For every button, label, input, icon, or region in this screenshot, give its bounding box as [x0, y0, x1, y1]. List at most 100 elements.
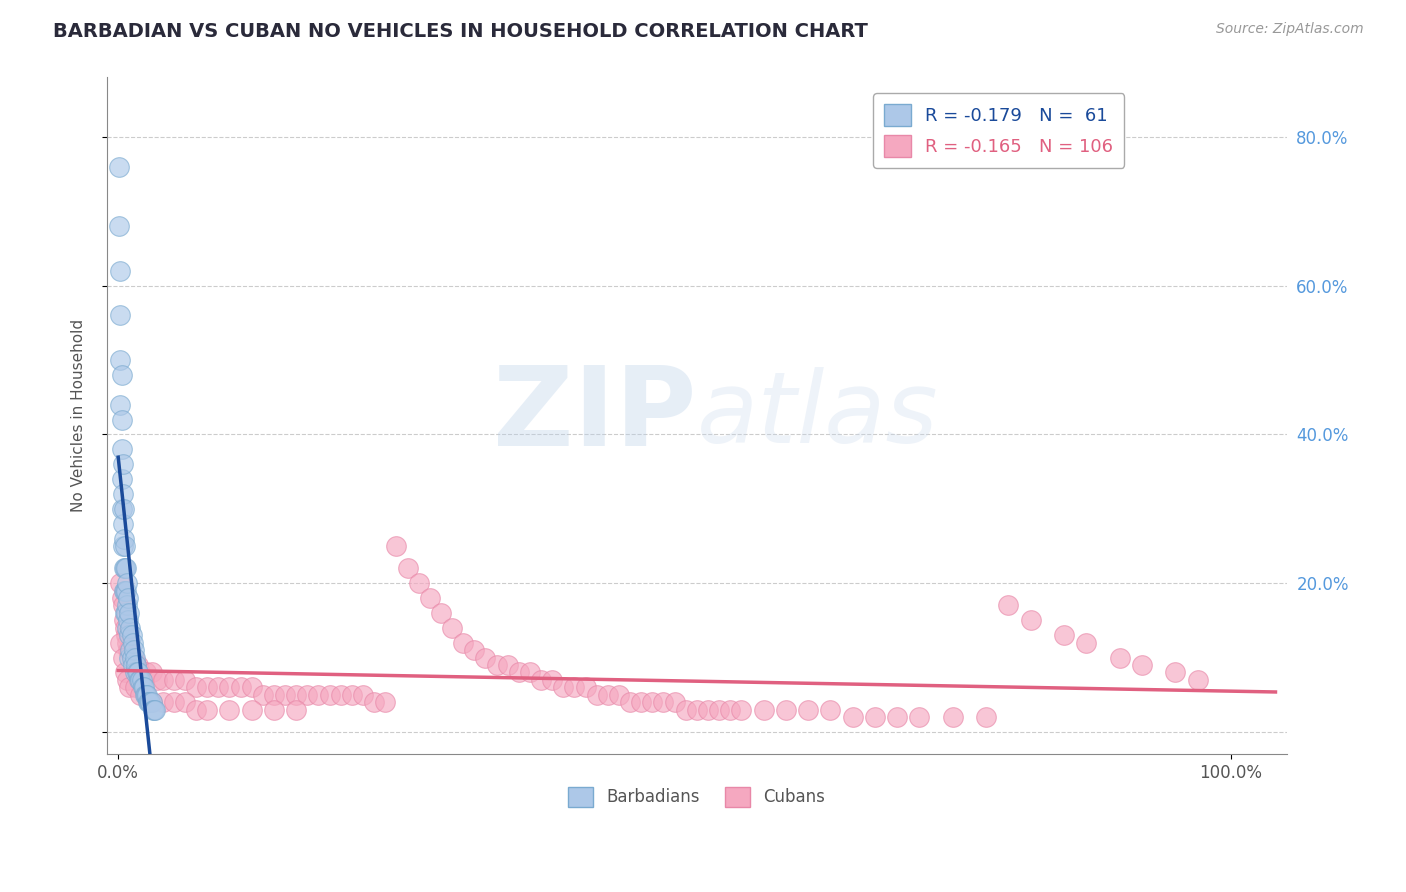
- Point: [730, 703, 752, 717]
- Point: [121, 635, 143, 649]
- Point: [485, 657, 508, 672]
- Point: [134, 688, 156, 702]
- Point: [125, 657, 148, 672]
- Point: [1053, 628, 1076, 642]
- Point: [136, 695, 159, 709]
- Point: [122, 650, 145, 665]
- Point: [240, 703, 263, 717]
- Point: [110, 412, 132, 426]
- Point: [142, 703, 165, 717]
- Point: [111, 539, 134, 553]
- Point: [135, 688, 157, 702]
- Point: [114, 606, 136, 620]
- Point: [110, 442, 132, 457]
- Point: [111, 650, 134, 665]
- Point: [664, 695, 686, 709]
- Point: [111, 487, 134, 501]
- Point: [115, 673, 138, 687]
- Point: [841, 710, 863, 724]
- Point: [110, 264, 132, 278]
- Point: [108, 219, 131, 234]
- Point: [135, 688, 157, 702]
- Point: [630, 695, 652, 709]
- Text: atlas: atlas: [697, 368, 938, 465]
- Point: [110, 591, 132, 605]
- Point: [718, 703, 741, 717]
- Point: [141, 695, 163, 709]
- Point: [340, 688, 363, 702]
- Point: [585, 688, 607, 702]
- Point: [112, 613, 135, 627]
- Point: [131, 673, 153, 687]
- Point: [124, 680, 146, 694]
- Point: [574, 680, 596, 694]
- Point: [619, 695, 641, 709]
- Point: [564, 680, 586, 694]
- Point: [135, 665, 157, 680]
- Point: [114, 621, 136, 635]
- Point: [115, 635, 138, 649]
- Point: [127, 665, 149, 680]
- Point: [195, 703, 218, 717]
- Point: [596, 688, 619, 702]
- Point: [132, 680, 155, 694]
- Point: [308, 688, 330, 702]
- Point: [329, 688, 352, 702]
- Point: [138, 695, 160, 709]
- Point: [775, 703, 797, 717]
- Text: ZIP: ZIP: [494, 362, 697, 469]
- Point: [396, 561, 419, 575]
- Point: [115, 621, 138, 635]
- Point: [152, 695, 174, 709]
- Point: [110, 635, 132, 649]
- Point: [146, 673, 169, 687]
- Legend: Barbadians, Cubans: Barbadians, Cubans: [561, 780, 832, 814]
- Point: [124, 650, 146, 665]
- Point: [607, 688, 630, 702]
- Point: [863, 710, 886, 724]
- Point: [117, 591, 139, 605]
- Point: [408, 576, 430, 591]
- Point: [352, 688, 374, 702]
- Y-axis label: No Vehicles in Household: No Vehicles in Household: [72, 319, 86, 512]
- Point: [519, 665, 541, 680]
- Point: [112, 532, 135, 546]
- Point: [110, 576, 132, 591]
- Point: [111, 599, 134, 613]
- Point: [142, 703, 165, 717]
- Point: [115, 628, 138, 642]
- Point: [111, 516, 134, 531]
- Point: [110, 368, 132, 382]
- Point: [797, 703, 820, 717]
- Point: [184, 703, 207, 717]
- Point: [218, 703, 240, 717]
- Point: [118, 650, 141, 665]
- Point: [111, 457, 134, 471]
- Point: [112, 583, 135, 598]
- Point: [430, 606, 453, 620]
- Point: [1187, 673, 1209, 687]
- Point: [374, 695, 396, 709]
- Point: [541, 673, 564, 687]
- Point: [463, 643, 485, 657]
- Point: [229, 680, 252, 694]
- Point: [125, 657, 148, 672]
- Point: [121, 650, 143, 665]
- Text: BARBADIAN VS CUBAN NO VEHICLES IN HOUSEHOLD CORRELATION CHART: BARBADIAN VS CUBAN NO VEHICLES IN HOUSEH…: [53, 22, 869, 41]
- Point: [974, 710, 997, 724]
- Point: [218, 680, 240, 694]
- Point: [110, 501, 132, 516]
- Point: [675, 703, 697, 717]
- Point: [114, 665, 136, 680]
- Point: [318, 688, 340, 702]
- Point: [163, 673, 186, 687]
- Point: [117, 643, 139, 657]
- Point: [143, 703, 166, 717]
- Point: [115, 576, 138, 591]
- Point: [115, 583, 138, 598]
- Point: [110, 353, 132, 368]
- Point: [124, 665, 146, 680]
- Point: [115, 606, 138, 620]
- Point: [263, 703, 285, 717]
- Point: [820, 703, 842, 717]
